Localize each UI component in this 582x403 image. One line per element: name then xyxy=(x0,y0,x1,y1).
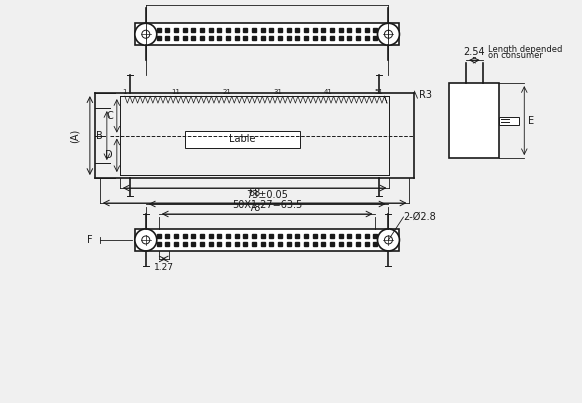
Text: B: B xyxy=(96,131,103,141)
Bar xyxy=(135,229,399,251)
Bar xyxy=(449,83,499,158)
Bar xyxy=(184,131,300,147)
Circle shape xyxy=(378,23,399,45)
Bar xyxy=(135,23,399,45)
Text: 51: 51 xyxy=(375,89,384,95)
Text: F: F xyxy=(87,235,93,245)
Text: on consumer: on consumer xyxy=(488,51,542,60)
Text: E: E xyxy=(528,116,534,126)
Circle shape xyxy=(378,229,399,251)
Text: 11: 11 xyxy=(171,89,180,95)
Circle shape xyxy=(135,229,157,251)
Text: 78: 78 xyxy=(249,203,261,213)
Text: 21: 21 xyxy=(222,89,231,95)
Text: 2-Ø2.8: 2-Ø2.8 xyxy=(403,212,436,222)
Text: 1.27: 1.27 xyxy=(154,263,174,272)
Text: Length depended: Length depended xyxy=(488,45,562,54)
Text: D: D xyxy=(105,150,113,160)
Bar xyxy=(499,116,519,125)
Text: 1: 1 xyxy=(123,89,127,95)
Text: 50X1.27=63.5: 50X1.27=63.5 xyxy=(232,200,302,210)
Text: 2.54: 2.54 xyxy=(463,47,485,57)
Text: C: C xyxy=(106,111,113,121)
Text: (A): (A) xyxy=(70,129,80,143)
Text: 68: 68 xyxy=(249,188,261,198)
Circle shape xyxy=(135,23,157,45)
Text: 73±0.05: 73±0.05 xyxy=(246,190,288,200)
Text: R3: R3 xyxy=(420,90,432,100)
Text: 41: 41 xyxy=(324,89,333,95)
Text: Lable: Lable xyxy=(229,134,255,144)
Text: 31: 31 xyxy=(273,89,282,95)
